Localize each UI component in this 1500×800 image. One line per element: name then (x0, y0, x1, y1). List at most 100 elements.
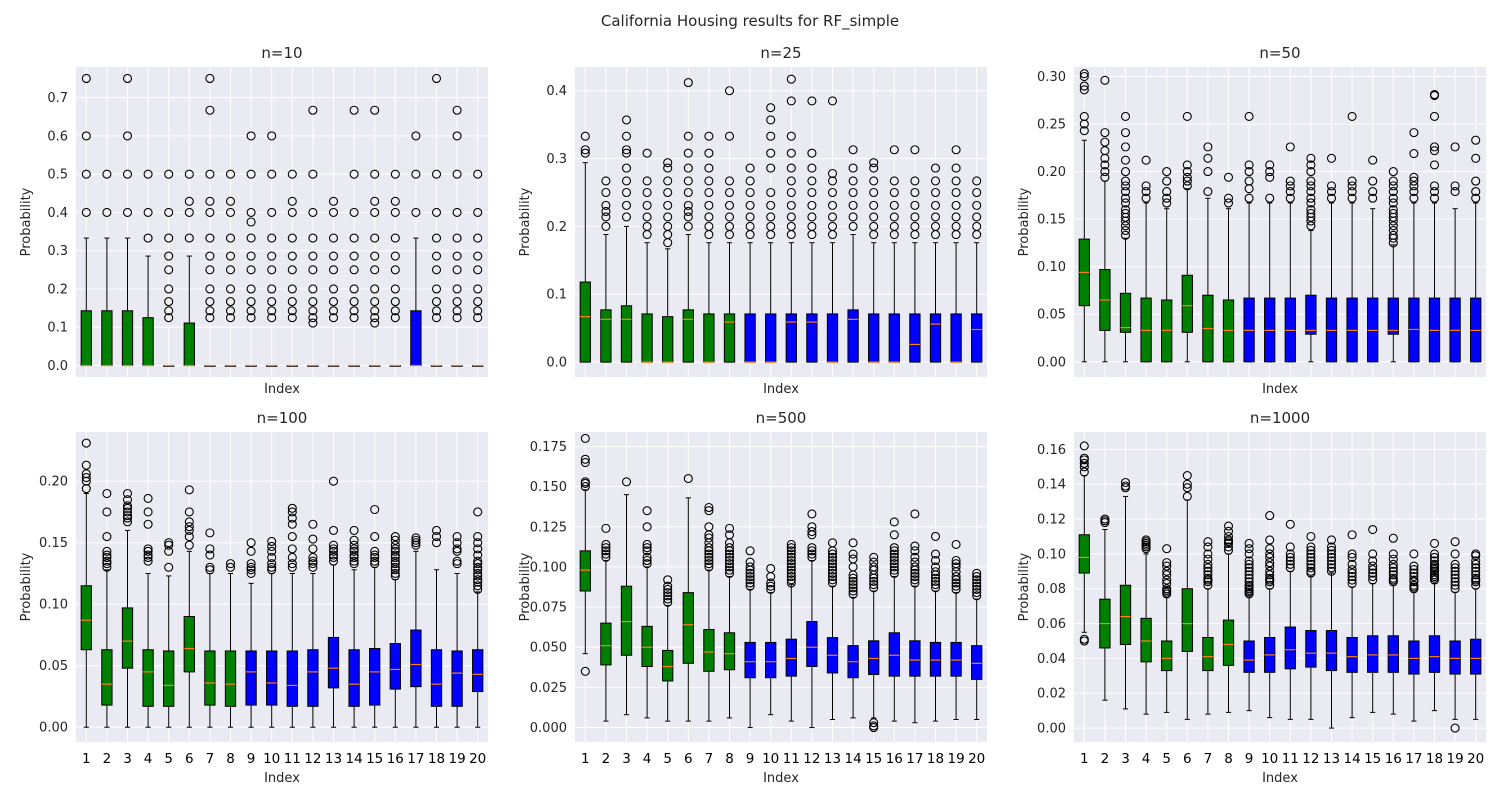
box-body (307, 649, 319, 707)
outlier-point (910, 200, 920, 210)
outlier-point (1450, 566, 1460, 576)
outlier-point (930, 163, 941, 173)
outlier-point (1347, 549, 1357, 559)
outlier-point (164, 169, 174, 179)
outlier-point (287, 196, 297, 206)
outlier-point (827, 562, 838, 572)
outlier-point (1347, 559, 1357, 569)
outlier-point (246, 568, 256, 579)
box-11 (1284, 142, 1296, 363)
outlier-point (287, 297, 297, 307)
outlier-point (930, 187, 941, 198)
outlier-point (1429, 111, 1440, 121)
outlier-point (621, 212, 632, 222)
outlier-point (102, 488, 112, 499)
outlier-point (642, 212, 652, 222)
outlier-point (1120, 193, 1131, 203)
outlier-point (102, 532, 112, 542)
outlier-point (431, 207, 442, 217)
outlier-point (164, 313, 174, 323)
outlier-point (724, 176, 735, 186)
outlier-point (704, 131, 714, 141)
x-tick-label: 2 (602, 751, 611, 767)
outlier-point (1306, 153, 1316, 163)
outlier-point (869, 580, 879, 590)
outlier-point (267, 562, 277, 572)
box-3 (620, 477, 633, 716)
outlier-point (724, 221, 735, 231)
box-19 (950, 539, 962, 721)
outlier-point (1388, 193, 1398, 203)
box-body (1243, 640, 1255, 673)
y-tick-label: 0.4 (546, 84, 567, 99)
outlier-point (1265, 535, 1275, 545)
outlier-point (1471, 559, 1481, 569)
outlier-point (246, 251, 256, 261)
box-3 (1119, 477, 1132, 710)
box-body (1119, 584, 1132, 645)
box-body (950, 641, 962, 677)
outlier-point (1450, 573, 1460, 583)
box-body (1367, 635, 1379, 673)
outlier-point (246, 562, 256, 572)
outlier-point (1162, 578, 1172, 589)
outlier-point (184, 532, 194, 542)
outlier-point (910, 575, 920, 585)
outlier-point (1203, 580, 1213, 590)
outlier-point (786, 187, 796, 198)
x-tick-label: 12 (1302, 751, 1319, 767)
outlier-point (766, 200, 776, 210)
outlier-point (951, 578, 961, 588)
box-body (472, 649, 484, 693)
outlier-point (745, 557, 755, 567)
outlier-point (910, 145, 920, 155)
x-axis-label: Index (264, 382, 300, 397)
box-10 (765, 103, 777, 363)
outlier-point (81, 472, 91, 483)
outlier-point (1368, 176, 1378, 186)
outlier-point (1326, 153, 1337, 163)
outlier-point (663, 221, 673, 231)
outlier-point (930, 549, 941, 559)
outlier-point (267, 541, 277, 551)
outlier-point (786, 96, 796, 106)
box-body (369, 648, 381, 706)
box-5 (1161, 167, 1173, 363)
outlier-point (1100, 75, 1110, 85)
outlier-point (1203, 559, 1213, 569)
outlier-point (724, 543, 735, 553)
outlier-point (1285, 176, 1295, 186)
outlier-point (1450, 723, 1460, 733)
outlier-point (1306, 167, 1316, 177)
outlier-point (766, 212, 776, 222)
box-body (888, 632, 900, 677)
box-3 (121, 488, 134, 728)
outlier-point (225, 196, 236, 206)
outlier-point (663, 200, 673, 210)
outlier-point (1409, 568, 1419, 578)
box-body (121, 607, 134, 669)
outlier-point (431, 532, 442, 542)
outlier-point (1203, 570, 1213, 580)
outlier-point (143, 550, 153, 560)
outlier-point (663, 591, 673, 601)
outlier-point (1306, 181, 1316, 191)
box-body (579, 550, 591, 592)
box-4 (1140, 155, 1152, 363)
outlier-point (910, 221, 920, 231)
outlier-point (1429, 538, 1440, 549)
box-9 (245, 131, 257, 367)
outlier-point (930, 573, 941, 583)
outlier-point (1203, 549, 1213, 559)
outlier-point (473, 207, 483, 217)
outlier-point (370, 546, 380, 556)
box-15 (369, 504, 381, 728)
outlier-point (390, 251, 400, 261)
outlier-point (1285, 193, 1295, 203)
outlier-point (663, 594, 673, 604)
outlier-point (122, 503, 133, 513)
outlier-point (349, 525, 359, 535)
outlier-point (972, 187, 982, 198)
x-tick-label: 9 (1245, 751, 1254, 767)
outlier-point (601, 549, 611, 559)
